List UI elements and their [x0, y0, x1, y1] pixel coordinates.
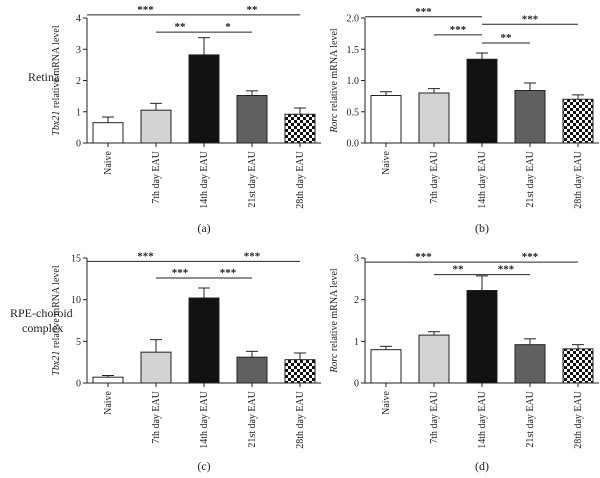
- panel-3-bar-5: [284, 359, 316, 384]
- panel-1-y-axis-label: Tbx21 relative mRNA level: [51, 25, 62, 135]
- panel-2-bar-4: [514, 90, 546, 144]
- panel-1-y-tick-label: 4: [76, 14, 81, 25]
- panel-4-y-tick-label: 2: [354, 295, 359, 306]
- panel-2-y-tick-label: 0.0: [347, 139, 360, 150]
- panel-1-significance-label: ***: [137, 4, 154, 16]
- panel-4-bar-3: [466, 290, 498, 384]
- panel-2-y-tick-label: 2.0: [347, 14, 360, 25]
- panel-3-y-tick-label: 5: [76, 337, 81, 348]
- panel-1-bar-5: [284, 113, 316, 144]
- panel-4-y-tick-label: 0: [354, 379, 359, 390]
- panel-4-y-tick-label: 3: [354, 254, 359, 265]
- panel-1-y-tick-label: 0: [76, 139, 81, 150]
- panel-4-x-tick-label: 28th day EAU: [573, 390, 584, 449]
- panel-4-bar-2: [418, 334, 450, 384]
- panel-2-x-tick-label: 7th day EAU: [429, 150, 440, 204]
- panel-4-significance-label: ***: [498, 264, 515, 276]
- panel-1-x-tick-label: 28th day EAU: [295, 150, 306, 209]
- panel-1-x-tick-label: Naive: [103, 150, 114, 174]
- panel-1-bar-2: [140, 109, 172, 144]
- panel-3-y-tick-label: 10: [71, 295, 81, 306]
- panel-2-bar-1: [370, 95, 402, 144]
- panel-2-y-tick-label: 1.0: [347, 76, 360, 87]
- row-label-rpe-choroid: RPE-choroid: [10, 306, 73, 320]
- panel-1-y-tick-label: 3: [76, 45, 81, 56]
- panel-3-x-tick-label: 28th day EAU: [295, 390, 306, 449]
- panel-1-significance-label: *: [225, 21, 231, 33]
- panel-3-significance-label: ***: [244, 250, 261, 262]
- panel-2-x-tick-label: 28th day EAU: [573, 150, 584, 209]
- panel-2-bar-2: [418, 92, 450, 144]
- panel-1-x-tick-label: 7th day EAU: [151, 150, 162, 204]
- panel-2-significance-label: **: [501, 32, 513, 44]
- row-label-retina: Retina: [28, 70, 60, 84]
- panel-4-significance-label: **: [453, 264, 465, 276]
- panel-4-letter: (d): [475, 459, 489, 473]
- panel-3-significance-label: ***: [220, 267, 237, 279]
- panel-3-x-tick-label: 21st day EAU: [247, 390, 258, 447]
- panel-3-y-tick-label: 15: [71, 254, 81, 265]
- panel-3-letter: (c): [197, 459, 210, 473]
- panel-3-y-tick-label: 0: [76, 379, 81, 390]
- panel-2-significance-label: ***: [450, 24, 467, 36]
- panel-2-bar-3: [466, 58, 498, 144]
- panel-3-bar-4: [236, 356, 268, 384]
- panel-1-significance-label: **: [247, 4, 259, 16]
- panel-1-bar-3: [188, 54, 220, 144]
- panel-2-y-axis-label: Rorc relative mRNA level: [329, 28, 340, 134]
- panel-2-y-tick-label: 0.5: [347, 107, 360, 118]
- panel-4-significance-label: ***: [522, 251, 539, 263]
- panel-3-significance-label: ***: [172, 267, 189, 279]
- panel-2-significance-label: ***: [522, 13, 539, 25]
- panel-1-significance-label: **: [175, 21, 187, 33]
- panel-1-y-tick-label: 2: [76, 76, 81, 87]
- panel-4-x-tick-label: 14th day EAU: [477, 390, 488, 449]
- panel-4-x-tick-label: 7th day EAU: [429, 390, 440, 444]
- panel-2-letter: (b): [475, 221, 489, 235]
- panel-2-x-tick-label: 21st day EAU: [525, 150, 536, 207]
- panel-1-x-tick-label: 14th day EAU: [199, 150, 210, 209]
- panel-2-significance-label: ***: [415, 6, 432, 18]
- panel-2-x-tick-label: 14th day EAU: [477, 150, 488, 209]
- panel-1-bar-1: [92, 122, 124, 144]
- panel-3-x-tick-label: 14th day EAU: [199, 390, 210, 449]
- panel-4-bar-1: [370, 349, 402, 384]
- panel-1-bar-4: [236, 95, 268, 144]
- panel-4-bar-5: [562, 348, 594, 384]
- panel-1-x-tick-label: 21st day EAU: [247, 150, 258, 207]
- panel-4-y-axis-label: Rorc relative mRNA level: [329, 268, 340, 374]
- panel-2-x-tick-label: Naive: [381, 150, 392, 174]
- panel-3-bar-3: [188, 297, 220, 384]
- row-label-complex: complex: [22, 321, 64, 335]
- panel-3-bar-1: [92, 376, 124, 384]
- panel-4-y-tick-label: 1: [354, 337, 359, 348]
- panel-1-letter: (a): [197, 221, 210, 235]
- panel-1-y-tick-label: 1: [76, 107, 81, 118]
- panel-4-bar-4: [514, 344, 546, 384]
- panel-3-bar-2: [140, 351, 172, 384]
- panel-3-significance-label: ***: [137, 250, 154, 262]
- panel-4-significance-label: ***: [415, 251, 432, 263]
- panel-2-bar-5: [562, 98, 594, 144]
- panel-2-y-tick-label: 1.5: [347, 45, 360, 56]
- panel-3-y-axis-label: Tbx21 relative mRNA level: [51, 265, 62, 375]
- panel-4-x-tick-label: 21st day EAU: [525, 390, 536, 447]
- panel-3-x-tick-label: 7th day EAU: [151, 390, 162, 444]
- panel-3-x-tick-label: Naive: [103, 390, 114, 414]
- panel-4-x-tick-label: Naive: [381, 390, 392, 414]
